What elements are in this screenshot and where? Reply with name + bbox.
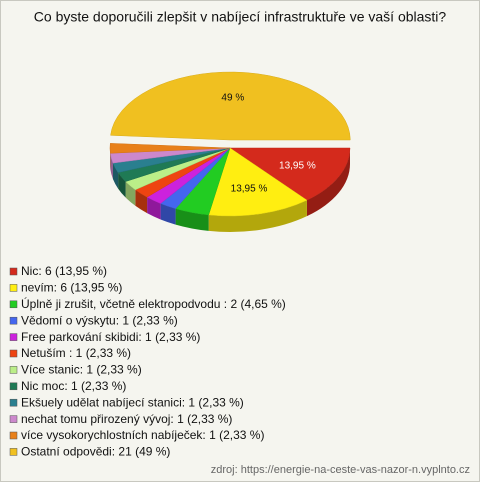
legend-swatch [9, 398, 18, 407]
legend-swatch [9, 349, 18, 358]
slice [208, 147, 308, 217]
legend-swatch [9, 333, 18, 341]
legend-swatch [9, 267, 18, 276]
legend-label: nevím: 6 (13,95 %) [21, 281, 122, 295]
legend-label: Úplně ji zrušit, včetně elektropodvodu :… [21, 296, 286, 311]
slice-side [147, 197, 161, 220]
slice-side [306, 148, 350, 217]
legend-swatch [9, 300, 18, 309]
slice-side [160, 203, 176, 225]
slice [109, 143, 231, 154]
slice [110, 71, 351, 141]
chart-title: Co byste doporučili zlepšit v nabíjecí i… [34, 9, 447, 25]
legend-label: Vědomí o výskytu: 1 (2,33 %) [21, 313, 178, 327]
legend-label: Nic: 6 (13,95 %) [21, 264, 107, 278]
legend-swatch [9, 415, 18, 423]
source: zdroj: https://energie-na-ceste-vas-nazo… [211, 464, 470, 476]
value-label: 13,95 % [231, 183, 268, 194]
legend-label: Ostatní odpovědi: 21 (49 %) [21, 445, 170, 459]
slice-side [208, 200, 307, 233]
slice-side [125, 181, 136, 206]
legend-label: Ekšuely udělat nabíjecí stanici: 1 (2,33… [21, 395, 244, 409]
legend-label: Nic moc: 1 (2,33 %) [21, 379, 126, 393]
slice [229, 147, 351, 201]
slice-side [110, 153, 113, 180]
slice-side [118, 172, 126, 198]
legend-label: Free parkování skibidi: 1 (2,33 %) [21, 330, 200, 344]
legend-swatch [9, 448, 18, 456]
legend-label: Netuším : 1 (2,33 %) [21, 346, 131, 360]
legend-label: více vysokorychlostních nabíječek: 1 (2,… [21, 428, 264, 442]
value-label: 13,95 % [279, 160, 316, 171]
legend-swatch [9, 316, 18, 325]
legend-swatch [9, 366, 18, 374]
legend-swatch [9, 382, 18, 391]
value-label: 49 % [221, 93, 244, 104]
legend-label: nechat tomu přirozený vývoj: 1 (2,33 %) [21, 412, 232, 426]
legend-swatch [9, 284, 18, 292]
legend-swatch [9, 431, 18, 440]
slice-side [112, 163, 119, 189]
legend-label: Více stanic: 1 (2,33 %) [21, 363, 142, 377]
slice-side [175, 208, 209, 231]
